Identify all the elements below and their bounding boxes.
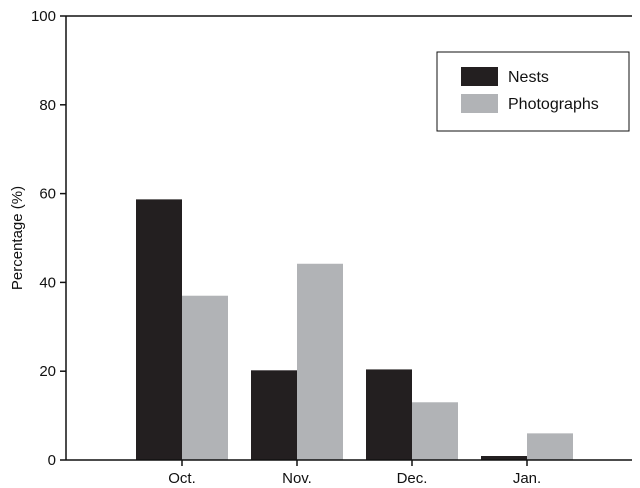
x-tick-label: Oct. xyxy=(168,470,196,487)
bar-nests-jan xyxy=(481,456,527,460)
bars-group xyxy=(136,199,573,460)
legend-label-nests: Nests xyxy=(508,69,549,86)
bar-photographs-oct xyxy=(182,295,228,460)
bar-photographs-nov xyxy=(297,263,343,460)
y-tick-label: 0 xyxy=(48,452,56,469)
x-tick-label: Jan. xyxy=(513,470,541,487)
legend-swatch-photographs xyxy=(461,94,498,113)
bar-nests-dec xyxy=(366,369,412,460)
legend-label-photographs: Photographs xyxy=(508,96,599,113)
bar-photographs-jan xyxy=(527,433,573,460)
legend: Nests Photographs xyxy=(436,51,630,132)
y-tick-label: 20 xyxy=(39,363,56,380)
y-tick-label: 40 xyxy=(39,274,56,291)
y-axis-label: Percentage (%) xyxy=(9,186,26,290)
bar-nests-nov xyxy=(251,370,297,460)
bar-photographs-dec xyxy=(412,402,458,460)
bar-nests-oct xyxy=(136,199,182,460)
legend-box xyxy=(436,51,630,132)
x-tick-label: Dec. xyxy=(397,470,428,487)
y-tick-label: 100 xyxy=(31,8,56,25)
legend-swatch-nests xyxy=(461,67,498,86)
x-ticks-group: Oct. Nov. Dec. Jan. xyxy=(168,460,541,487)
axes-group xyxy=(65,15,632,461)
y-tick-label: 60 xyxy=(39,186,56,203)
y-tick-label: 80 xyxy=(39,97,56,114)
y-ticks-group: 0 20 40 60 80 100 xyxy=(31,8,66,469)
x-tick-label: Nov. xyxy=(282,470,312,487)
